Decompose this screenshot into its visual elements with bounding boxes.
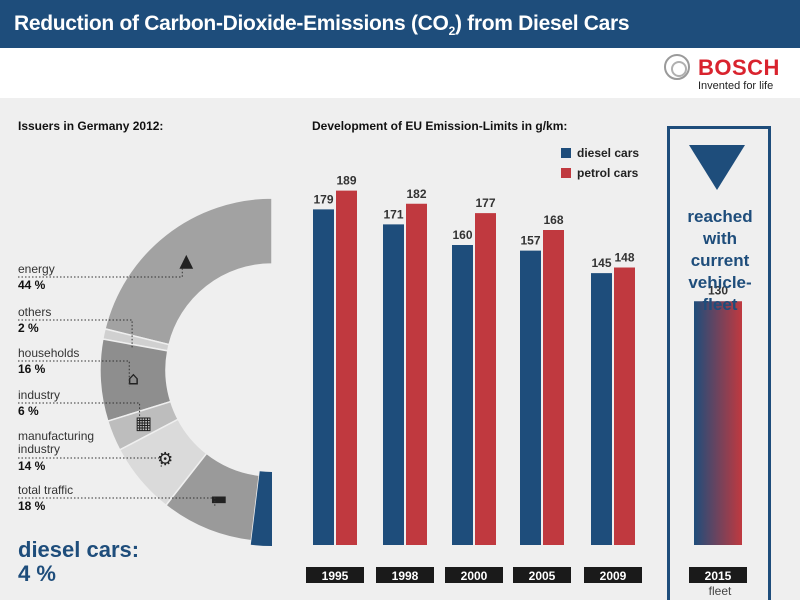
bar-value-label: 182 — [406, 187, 426, 201]
year-box — [306, 567, 364, 583]
page-title: Reduction of Carbon-Dioxide-Emissions (C… — [14, 12, 630, 39]
bar-value-label: 171 — [383, 207, 403, 221]
issuer-value-households: 16 % — [18, 362, 46, 376]
issuers-title: Issuers in Germany 2012: — [18, 119, 164, 133]
bar-diesel-cars-1995 — [313, 209, 334, 545]
bar-petrol-cars-2000 — [475, 213, 496, 545]
bar-value-label: 160 — [452, 228, 472, 242]
car-icon: ▬ — [210, 488, 227, 509]
year-box — [584, 567, 642, 583]
leader-line — [18, 402, 141, 432]
legend-diesel-swatch — [561, 148, 571, 158]
bar-value-label: 177 — [475, 196, 495, 210]
bar-value-label: 189 — [336, 174, 356, 188]
year-box — [445, 567, 503, 583]
x-tick-label: 2009 — [600, 569, 627, 583]
bar-petrol-cars-2005 — [543, 230, 564, 545]
fleet-sub-label: fleet — [708, 584, 732, 598]
bar-diesel-cars-2005 — [520, 250, 541, 545]
header-banner: Reduction of Carbon-Dioxide-Emissions (C… — [0, 0, 800, 48]
legend-petrol: petrol cars — [561, 166, 638, 180]
bar-diesel-cars-2000 — [452, 245, 473, 545]
issuer-label-others: others — [18, 305, 52, 319]
x-tick-label: 2015 — [705, 569, 732, 583]
bar-value-label: 157 — [520, 234, 540, 248]
bar-value-label: 179 — [313, 192, 333, 206]
issuer-value-energy: 44 % — [18, 278, 46, 292]
fleet-box — [667, 126, 771, 600]
year-box — [689, 567, 747, 583]
issuer-value-total-traffic: 18 % — [18, 499, 46, 513]
legend-diesel-label: diesel cars — [577, 146, 640, 160]
leader-line — [18, 319, 133, 349]
legend-petrol-swatch — [561, 168, 571, 178]
brand-name: BOSCH — [698, 55, 780, 80]
house-icon: ⌂ — [128, 368, 139, 389]
issuer-value-industry: 6 % — [18, 404, 39, 418]
year-box — [376, 567, 434, 583]
issuer-label-total-traffic: total traffic — [18, 483, 74, 497]
down-triangle-icon — [689, 145, 745, 190]
x-tick-label: 2005 — [529, 569, 556, 583]
issuer-value-manufacturing-industry: 14 % — [18, 459, 46, 473]
legend-diesel: diesel cars — [561, 146, 639, 160]
bar-value-label: 145 — [591, 256, 611, 270]
x-tick-label: 1998 — [392, 569, 419, 583]
bar-value-label: 168 — [543, 213, 563, 227]
diesel-highlight-value: 4 % — [18, 561, 56, 586]
issuer-label-households: households — [18, 346, 80, 360]
legend-petrol-label: petrol cars — [577, 166, 639, 180]
issuer-value-others: 2 % — [18, 321, 39, 335]
issuer-label-manufacturing-industry: manufacturing industry — [18, 429, 95, 456]
bar-diesel-cars-1998 — [383, 224, 404, 545]
diesel-highlight: diesel cars: 4 % — [18, 538, 139, 586]
year-box — [513, 567, 571, 583]
factory-icon: ▲ — [179, 251, 193, 272]
x-tick-label: 2000 — [461, 569, 488, 583]
gears-icon: ⚙ — [157, 449, 173, 470]
bar-value-label: 148 — [614, 251, 634, 265]
bar-fleet-2015 — [694, 301, 742, 545]
bar-petrol-cars-2009 — [614, 267, 635, 545]
bar-petrol-cars-1995 — [336, 190, 357, 545]
leader-line — [18, 497, 216, 507]
bar-petrol-cars-1998 — [406, 203, 427, 545]
brand-tagline: Invented for life — [698, 80, 774, 92]
bar-diesel-cars-2009 — [591, 273, 612, 545]
emission-chart-title: Development of EU Emission-Limits in g/k… — [312, 119, 568, 133]
fleet-caption: reached with current vehicle-fleet — [687, 207, 753, 314]
x-tick-label: 1995 — [322, 569, 349, 583]
bar-value-label: 130 — [708, 283, 728, 297]
issuer-label-industry: industry — [18, 388, 61, 402]
bosch-logo-icon — [664, 54, 690, 80]
diesel-highlight-label: diesel cars: — [18, 537, 140, 562]
ring-segment-diesel-cars — [250, 471, 272, 546]
issuer-label-energy: energy — [18, 262, 55, 276]
